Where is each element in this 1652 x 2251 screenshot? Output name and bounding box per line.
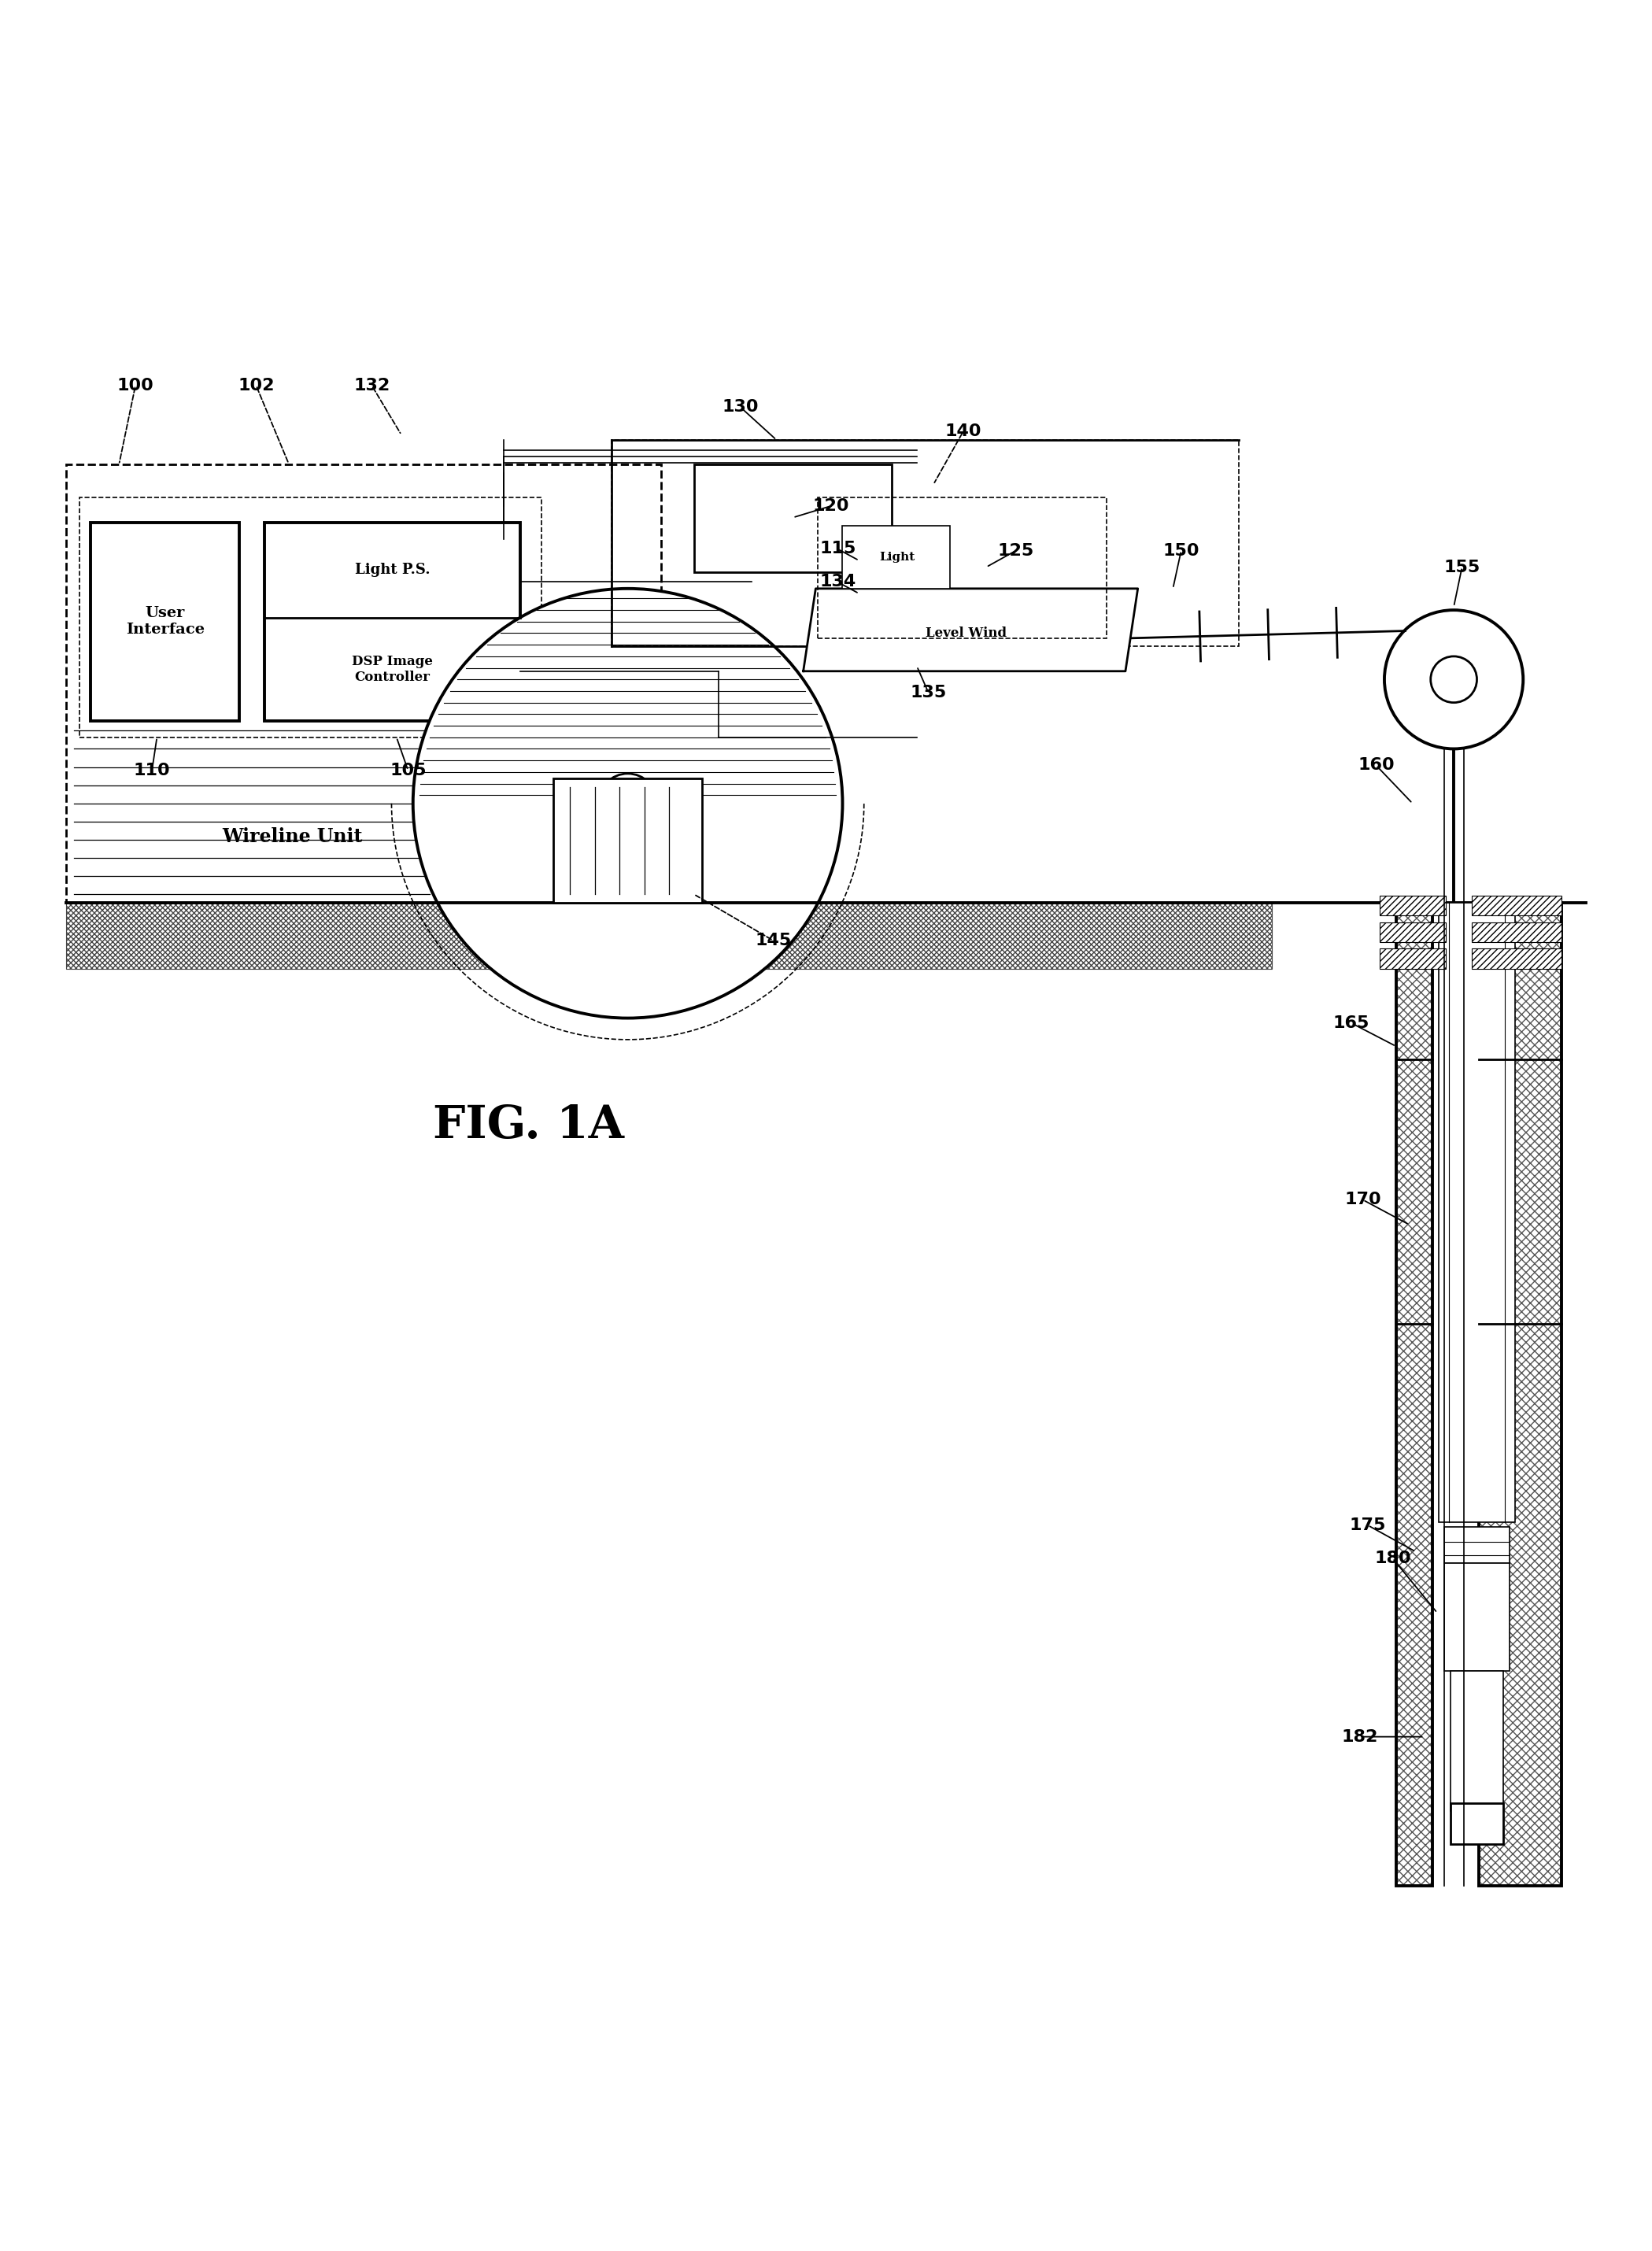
- Text: 150: 150: [1163, 542, 1199, 558]
- Text: DSP Image
Controller: DSP Image Controller: [352, 655, 433, 684]
- Text: 132: 132: [354, 378, 390, 394]
- Bar: [1439, 903, 1515, 1522]
- Circle shape: [413, 588, 843, 1017]
- Text: 125: 125: [998, 542, 1034, 558]
- Text: 115: 115: [819, 540, 856, 556]
- Text: 110: 110: [134, 763, 170, 779]
- Text: 175: 175: [1350, 1517, 1386, 1533]
- Bar: [1379, 896, 1446, 916]
- Text: 130: 130: [722, 398, 758, 414]
- Bar: [1479, 903, 1561, 1886]
- Text: 160: 160: [1358, 759, 1394, 774]
- Bar: [1479, 903, 1561, 1886]
- Circle shape: [1431, 657, 1477, 702]
- Text: Light P.S.: Light P.S.: [355, 563, 430, 576]
- Bar: [1444, 1562, 1510, 1670]
- Bar: [66, 903, 1272, 968]
- Bar: [818, 497, 1107, 637]
- Bar: [79, 497, 542, 738]
- Text: 155: 155: [1444, 558, 1480, 574]
- Bar: [1396, 903, 1432, 1886]
- Bar: [1450, 1670, 1503, 1812]
- Text: 102: 102: [238, 378, 274, 394]
- Text: 135: 135: [910, 684, 947, 700]
- Bar: [611, 439, 1239, 646]
- Bar: [843, 527, 950, 588]
- Text: 165: 165: [1333, 1015, 1370, 1031]
- Text: 120: 120: [813, 497, 849, 513]
- Text: Light: Light: [879, 551, 915, 563]
- Bar: [91, 522, 240, 720]
- Text: 134: 134: [819, 574, 856, 590]
- Text: FIG. 1A: FIG. 1A: [433, 1103, 624, 1148]
- Circle shape: [1384, 610, 1523, 750]
- Text: 145: 145: [755, 932, 791, 948]
- Bar: [1444, 1526, 1510, 1562]
- Bar: [694, 464, 892, 572]
- Circle shape: [598, 774, 657, 833]
- Text: 170: 170: [1345, 1193, 1381, 1209]
- Bar: [1472, 948, 1561, 968]
- Text: 105: 105: [390, 763, 426, 779]
- Bar: [1379, 948, 1446, 968]
- Bar: [66, 464, 661, 903]
- Bar: [264, 522, 520, 720]
- Bar: [1472, 923, 1561, 943]
- Text: 100: 100: [117, 378, 154, 394]
- Text: User
Interface: User Interface: [126, 606, 205, 637]
- Bar: [1450, 1803, 1503, 1844]
- Bar: [1396, 903, 1432, 1886]
- Bar: [1472, 896, 1561, 916]
- Text: 180: 180: [1374, 1551, 1411, 1567]
- Text: Level Wind: Level Wind: [925, 626, 1008, 639]
- Text: Wireline Unit: Wireline Unit: [221, 826, 362, 846]
- Bar: [553, 779, 702, 903]
- Bar: [1379, 923, 1446, 943]
- Text: 182: 182: [1341, 1729, 1378, 1745]
- Text: 140: 140: [945, 423, 981, 439]
- Polygon shape: [803, 588, 1138, 671]
